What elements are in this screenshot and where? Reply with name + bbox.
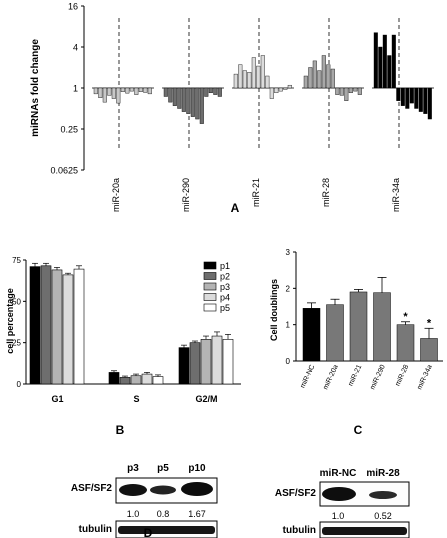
panel-a-bar xyxy=(111,87,116,99)
panel-a-bar xyxy=(330,68,335,89)
panel-a-bar xyxy=(348,87,353,94)
panel-a-bar xyxy=(405,87,410,109)
panel-a-bar xyxy=(102,87,107,103)
panel-a-bar xyxy=(283,87,288,90)
panel-a-bar xyxy=(278,87,283,92)
panel-a-bar xyxy=(344,87,349,101)
panel-a-bar xyxy=(317,70,322,89)
panel-a-bar xyxy=(181,87,186,112)
panel-a-bar xyxy=(186,87,191,114)
panel-a-y-tick-label: 0.0625 xyxy=(50,166,78,176)
panel-a-y-tick-label: 0.25 xyxy=(60,125,78,135)
panel-a-bar xyxy=(326,64,331,89)
panel-a-bar xyxy=(247,72,252,89)
panel-a-bar xyxy=(274,87,279,94)
panel-a-bar xyxy=(93,87,98,95)
panel-a-bar xyxy=(138,87,143,92)
panel-a-bar xyxy=(163,87,168,97)
panel-a-bar xyxy=(172,87,177,106)
panel-a-bar xyxy=(321,55,326,89)
panel-a-bar xyxy=(190,87,195,117)
panel-a-bar xyxy=(260,55,265,89)
panel-a-bar xyxy=(116,87,121,104)
panel-a-bar xyxy=(134,87,139,95)
panel-a-x-tick-label: miR-28 xyxy=(321,178,331,207)
panel-a-bar xyxy=(418,87,423,112)
panel-a-bar xyxy=(382,34,387,89)
panel-a-bar xyxy=(143,87,148,93)
panel-a-bar xyxy=(335,87,340,95)
panel-a-bar xyxy=(423,87,428,114)
panel-a-bar xyxy=(217,87,222,97)
panel-a-bar xyxy=(168,87,173,103)
panel-a-bar xyxy=(265,75,270,89)
panel-a-bar xyxy=(373,32,378,89)
panel-a-bar xyxy=(147,87,152,95)
panel-a-bar xyxy=(414,87,419,109)
panel-a-bar xyxy=(251,57,256,89)
panel-a-bar xyxy=(242,70,247,89)
panel-a-bar xyxy=(120,87,125,92)
panel-a-bar xyxy=(238,64,243,89)
panel-a-bar xyxy=(269,87,274,99)
panel-a-y-tick-label: 16 xyxy=(68,2,78,12)
panel-a-bar xyxy=(204,87,209,97)
panel-a-x-tick-label: miR-21 xyxy=(251,178,261,207)
panel-a-bar xyxy=(387,55,392,89)
panel-a-bar xyxy=(129,87,134,92)
panel-a-bar xyxy=(357,87,362,95)
panel-a-bar xyxy=(199,87,204,124)
panel-a-y-tick-label: 4 xyxy=(73,43,78,53)
panel-a-label: A xyxy=(231,201,240,215)
panel-a-bar xyxy=(195,87,200,120)
panel-a-bar xyxy=(107,87,112,96)
panel-a-bar xyxy=(287,84,292,89)
panel-a-bar xyxy=(303,75,308,89)
panel-a-bar xyxy=(98,87,103,98)
panel-a-bar xyxy=(233,73,238,89)
panel-a-x-tick-label: miR-34a xyxy=(391,178,401,212)
panel-a-bar xyxy=(312,60,317,89)
panel-a-bar xyxy=(208,87,213,94)
panel-a-bar xyxy=(353,87,358,92)
panel-a-y-tick-label: 1 xyxy=(73,84,78,94)
panel-a-bar xyxy=(308,67,313,89)
panel-a-x-tick-label: miR-20a xyxy=(111,178,121,212)
panel-a-ylabel: miRNAs fold change xyxy=(30,39,41,137)
panel-a-bar xyxy=(125,87,130,94)
panel-a-bar xyxy=(213,87,218,95)
panel-a-bar xyxy=(378,46,383,89)
panel-a-x-tick-label: miR-290 xyxy=(181,178,191,212)
panel-a-bar xyxy=(177,87,182,109)
panel-a-bar xyxy=(409,87,414,104)
panel-a-bar xyxy=(400,87,405,106)
panel-a-bar xyxy=(396,87,401,101)
panel-a-bar xyxy=(391,34,396,89)
panel-a-bar xyxy=(427,87,432,120)
panel-a-bar xyxy=(256,65,261,89)
panel-a-bar xyxy=(339,87,344,96)
